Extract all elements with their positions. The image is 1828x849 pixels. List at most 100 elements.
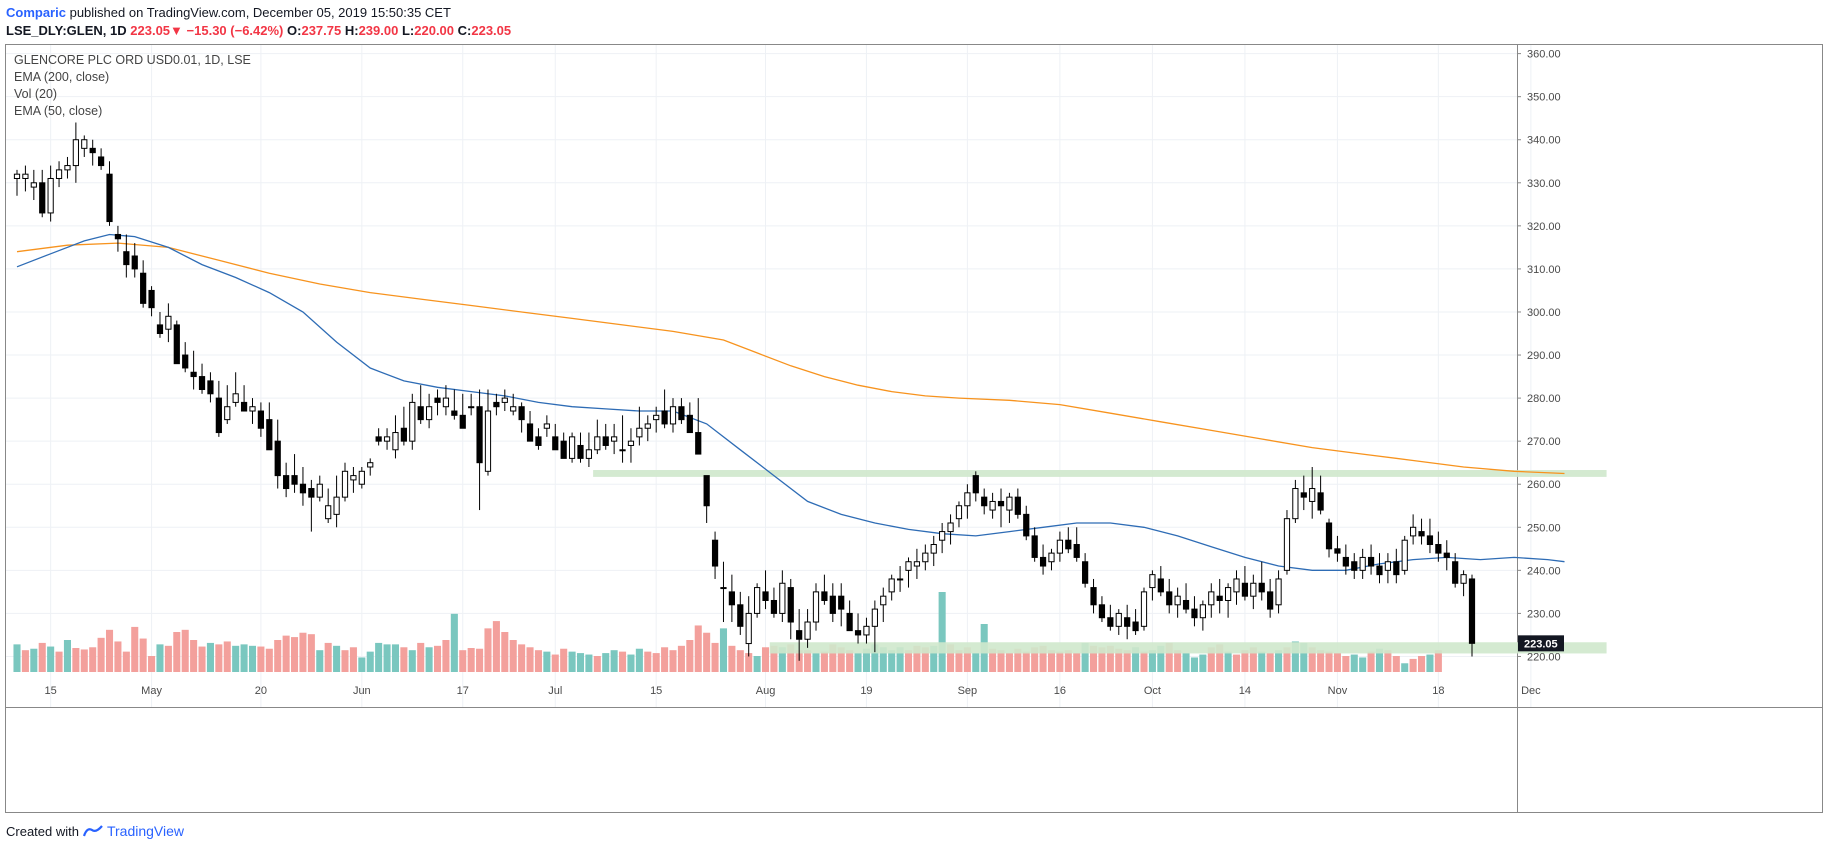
volume-bar <box>1401 663 1409 672</box>
volume-bar <box>299 632 307 672</box>
volume-bar <box>1056 651 1064 672</box>
volume-bar <box>921 647 929 672</box>
time-axis-label: 16 <box>1054 685 1066 697</box>
volume-bar <box>316 650 324 672</box>
candle-body <box>131 255 138 270</box>
volume-bar <box>417 642 425 672</box>
volume-bar <box>358 657 366 672</box>
price-axis-label: 290.00 <box>1527 350 1561 362</box>
volume-bar <box>1392 656 1400 672</box>
tradingview-logo-icon <box>82 825 103 837</box>
volume-bar <box>450 613 458 672</box>
volume-bar <box>1098 647 1106 672</box>
high-value: 239.00 <box>358 23 399 38</box>
candle-body <box>720 587 727 590</box>
candle-body <box>1376 565 1383 576</box>
close-label: C: <box>457 23 472 38</box>
chart-canvas[interactable]: 360.00 350.00 340.00 330.00 320.00 310.00 300.… <box>6 45 1822 812</box>
volume-bar <box>1350 654 1358 672</box>
price-axis-label: 240.00 <box>1527 565 1561 577</box>
price-axis-label: 220.00 <box>1527 651 1561 663</box>
candle-body <box>762 591 769 601</box>
candle-body <box>156 324 164 335</box>
candle-body <box>1132 621 1139 632</box>
time-axis-label: 18 <box>1432 685 1444 697</box>
candle-body <box>653 414 660 421</box>
candle-body <box>838 595 845 610</box>
candle-body <box>1426 535 1434 546</box>
volume-bar <box>602 653 610 672</box>
candle-body <box>888 578 895 593</box>
candle-body <box>812 591 820 623</box>
author-link[interactable]: Comparic <box>6 5 66 20</box>
candle-body <box>1351 561 1358 571</box>
volume-bar <box>955 650 963 672</box>
candle-body <box>459 414 466 429</box>
candle-body <box>1174 595 1181 606</box>
candle-body <box>1359 556 1366 571</box>
legend-volume[interactable]: Vol (20) <box>14 87 58 101</box>
price-axis-label: 310.00 <box>1527 264 1561 276</box>
volume-bar <box>459 650 467 672</box>
candle-body <box>341 470 349 498</box>
candle-body <box>737 604 744 627</box>
legend-ema50[interactable]: EMA (50, close) <box>14 104 103 118</box>
candle-body <box>442 397 450 408</box>
candle-body <box>283 475 290 490</box>
volume-bar <box>904 650 913 672</box>
candle-body <box>577 444 584 459</box>
candle-body <box>1031 535 1038 558</box>
chart-area[interactable]: 360.00 350.00 340.00 330.00 320.00 310.00 300.… <box>5 44 1823 813</box>
candle-body <box>383 436 391 442</box>
volume-bar <box>1300 642 1308 672</box>
time-axis-label: 19 <box>860 685 872 697</box>
volume-bar <box>1022 651 1030 672</box>
candle-body <box>215 397 222 434</box>
volume-bar <box>728 645 736 672</box>
candle-body <box>880 595 887 606</box>
candle-body <box>1166 591 1173 606</box>
volume-bar <box>156 644 164 672</box>
candle-body <box>1039 556 1047 567</box>
candle-body <box>989 500 996 511</box>
volume-bar <box>1073 653 1081 672</box>
volume-bar <box>627 654 635 672</box>
volume-bar <box>265 648 273 672</box>
volume-bar <box>349 647 357 672</box>
candle-body <box>409 401 416 442</box>
volume-bar <box>694 625 702 672</box>
candle-body <box>114 233 122 240</box>
ema50-line <box>16 233 1565 571</box>
time-axis-label: 15 <box>45 685 57 697</box>
volume-bar <box>425 647 433 672</box>
change-arrow-icon: ▼ <box>170 23 183 38</box>
volume-bar <box>433 645 442 672</box>
candle-body <box>686 414 693 434</box>
legend-symbol-title[interactable]: GLENCORE PLC ORD USD0.01, 1D, LSE <box>14 53 251 67</box>
volume-bar <box>1258 651 1266 672</box>
candle-body <box>1401 539 1408 571</box>
volume-bar <box>148 656 156 672</box>
volume-bar <box>375 642 383 672</box>
legend-ema200[interactable]: EMA (200, close) <box>14 70 110 84</box>
candle-body <box>661 410 668 425</box>
volume-bar <box>164 645 172 672</box>
volume-bar <box>1384 650 1392 672</box>
tradingview-brand-link[interactable]: TradingView <box>106 823 185 839</box>
volume-bar <box>930 645 938 672</box>
time-axis-label: 15 <box>650 685 662 697</box>
candle-body <box>1267 591 1274 610</box>
volume-bar <box>1148 650 1156 672</box>
candle-body <box>224 406 231 421</box>
volume-bar <box>619 651 627 672</box>
volume-bar <box>1333 653 1341 672</box>
volume-bar <box>997 650 1005 672</box>
volume-bar <box>248 645 257 672</box>
indicator-legend: GLENCORE PLC ORD USD0.01, 1D, LSE EMA (2… <box>14 52 251 120</box>
volume-bar <box>913 645 921 672</box>
volume-bar <box>1283 647 1291 672</box>
volume-bar <box>282 635 290 672</box>
volume-bar <box>1199 654 1207 672</box>
volume-bar <box>804 650 812 672</box>
candle-body <box>964 492 971 507</box>
